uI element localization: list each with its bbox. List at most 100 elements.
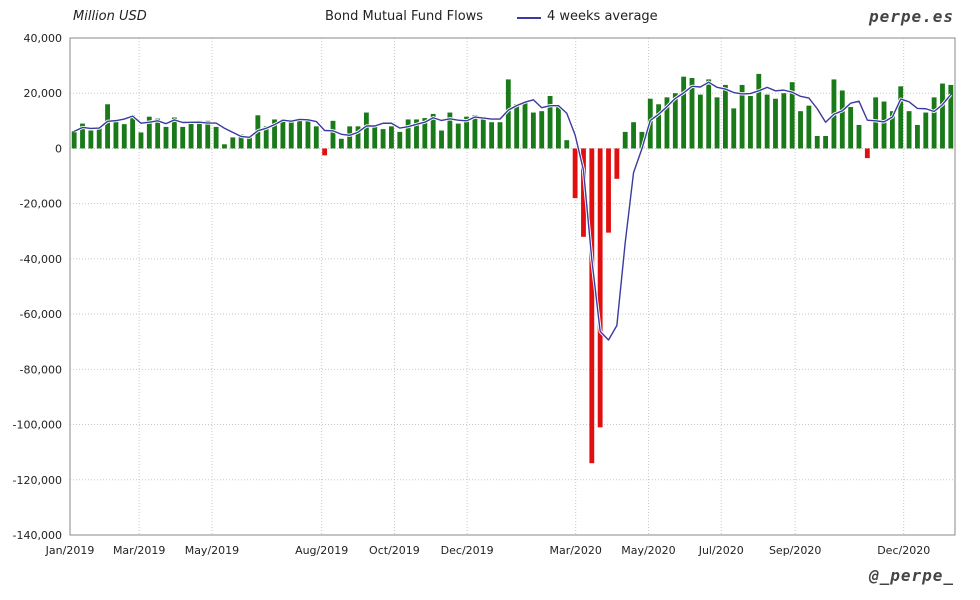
bars-layer: [71, 73, 954, 464]
flow-bar: [798, 111, 803, 149]
flow-bar: [572, 148, 578, 199]
legend-line-swatch: [517, 16, 541, 19]
flow-bar: [856, 124, 862, 149]
y-tick-label: -80,000: [20, 363, 62, 376]
flow-bar: [664, 97, 670, 149]
flow-bar: [130, 115, 136, 149]
flow-bar: [631, 122, 636, 149]
flow-bar: [355, 126, 361, 149]
flow-bar: [196, 120, 202, 149]
flow-bar: [614, 148, 620, 179]
flow-bar: [748, 95, 753, 149]
flow-bar: [881, 101, 887, 149]
flow-bar: [497, 122, 503, 149]
flow-bar: [564, 140, 570, 149]
flow-bar: [489, 122, 495, 149]
y-tick-label: -140,000: [13, 529, 62, 542]
flow-bar: [280, 119, 286, 149]
x-tick-label: May/2019: [185, 544, 239, 557]
flow-bar: [222, 144, 227, 149]
flow-bar: [121, 124, 127, 149]
x-tick-label: Jul/2020: [698, 544, 744, 557]
x-tick-label: Dec/2020: [877, 544, 930, 557]
flow-bar: [430, 113, 436, 149]
flow-bar: [915, 124, 920, 149]
flow-bar: [906, 111, 912, 149]
flow-bar: [606, 148, 611, 233]
flow-bar: [422, 118, 428, 149]
flow-bar: [714, 97, 720, 149]
flow-bar: [138, 132, 144, 149]
flow-bar: [689, 78, 695, 149]
x-axis-ticks: Jan/2019 Mar/2019 May/2019 Aug/2019 Oct/2019…: [45, 544, 931, 557]
flow-bar: [447, 112, 453, 149]
flow-bar: [180, 126, 186, 149]
flow-bar: [697, 94, 703, 149]
plot-frame: [69, 37, 956, 536]
flow-bar: [313, 126, 319, 149]
flow-bar: [297, 119, 303, 149]
four-week-average-line: [73, 81, 952, 341]
flow-bar: [247, 136, 252, 149]
flow-bar: [806, 105, 812, 149]
flow-bar: [80, 123, 85, 149]
y-axis-ticks: 40,000 20,000 0 -20,000 -40,000 -60,000 -80,00…: [13, 32, 62, 542]
flow-bar: [230, 137, 236, 149]
flow-bar: [363, 112, 369, 149]
flow-bar: [589, 148, 595, 464]
flow-bar: [439, 130, 444, 149]
x-tick-label: Sep/2020: [769, 544, 821, 557]
flow-bar: [848, 107, 854, 149]
flow-bar: [722, 84, 728, 149]
y-tick-label: 40,000: [24, 32, 63, 45]
flow-bar: [514, 104, 520, 149]
x-tick-label: Aug/2019: [295, 544, 348, 557]
flow-bar: [948, 84, 954, 149]
flow-bar: [146, 116, 152, 149]
y-tick-label: -120,000: [13, 474, 62, 487]
flow-bar: [556, 105, 561, 149]
grid-layer: [69, 37, 955, 536]
flow-bar: [205, 120, 211, 149]
x-tick-label: Mar/2019: [113, 544, 165, 557]
flow-bar: [263, 126, 269, 149]
flow-bar: [622, 131, 628, 149]
flow-bar: [706, 79, 712, 149]
flow-bar: [898, 86, 904, 149]
x-tick-label: Oct/2019: [369, 544, 420, 557]
flow-bar: [380, 129, 386, 149]
flow-bar: [330, 120, 336, 149]
flow-bar: [764, 94, 770, 149]
legend: 4 weeks average: [517, 9, 658, 24]
flow-bar: [522, 102, 528, 149]
flow-bar: [931, 97, 937, 149]
x-tick-label: Mar/2020: [549, 544, 601, 557]
flow-bar: [338, 138, 344, 149]
flow-bar: [238, 134, 244, 149]
flow-bar: [539, 111, 545, 149]
flow-bar: [873, 97, 879, 149]
y-tick-label: -60,000: [20, 308, 62, 321]
flow-bar: [940, 83, 945, 149]
flow-bar: [288, 119, 294, 149]
flow-bar: [656, 104, 662, 149]
x-tick-label: Dec/2019: [441, 544, 494, 557]
flow-bar: [672, 93, 678, 149]
flow-bar: [163, 126, 169, 149]
flow-bar: [739, 84, 745, 149]
flow-bar: [464, 116, 469, 149]
chart-title: Bond Mutual Fund Flows: [325, 9, 484, 24]
y-tick-label: 20,000: [24, 87, 63, 100]
flow-bar: [789, 82, 795, 149]
flow-bar: [823, 136, 829, 149]
flow-bar: [681, 76, 687, 149]
flow-bar: [305, 120, 311, 149]
legend-label: 4 weeks average: [547, 9, 658, 24]
flow-bar: [864, 148, 870, 159]
flow-bar: [639, 131, 645, 149]
flow-bar: [71, 131, 77, 149]
flow-bar: [889, 111, 895, 149]
flow-bar: [322, 148, 328, 156]
flow-bar: [472, 115, 478, 149]
